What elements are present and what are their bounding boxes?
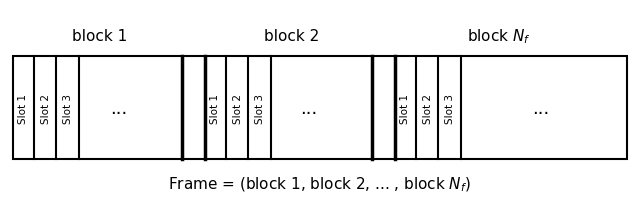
Text: block 1: block 1 <box>72 29 127 44</box>
Text: Slot 2: Slot 2 <box>423 93 433 123</box>
Text: Slot 3: Slot 3 <box>63 93 73 123</box>
Text: Slot 2: Slot 2 <box>233 93 243 123</box>
Text: Slot 3: Slot 3 <box>445 93 455 123</box>
Text: Slot 1: Slot 1 <box>211 93 220 123</box>
Text: Frame = (block 1, block 2, ... , block $N_f$): Frame = (block 1, block 2, ... , block $… <box>168 174 472 193</box>
Bar <box>13 57 627 159</box>
Text: Slot 2: Slot 2 <box>41 93 51 123</box>
Text: block $N_f$: block $N_f$ <box>467 27 531 46</box>
Text: Slot 1: Slot 1 <box>401 93 410 123</box>
Text: Slot 3: Slot 3 <box>255 93 265 123</box>
Text: block 2: block 2 <box>264 29 319 44</box>
Text: ...: ... <box>300 99 317 117</box>
Text: ...: ... <box>532 99 549 117</box>
Text: Slot 1: Slot 1 <box>19 93 28 123</box>
Text: ...: ... <box>110 99 127 117</box>
